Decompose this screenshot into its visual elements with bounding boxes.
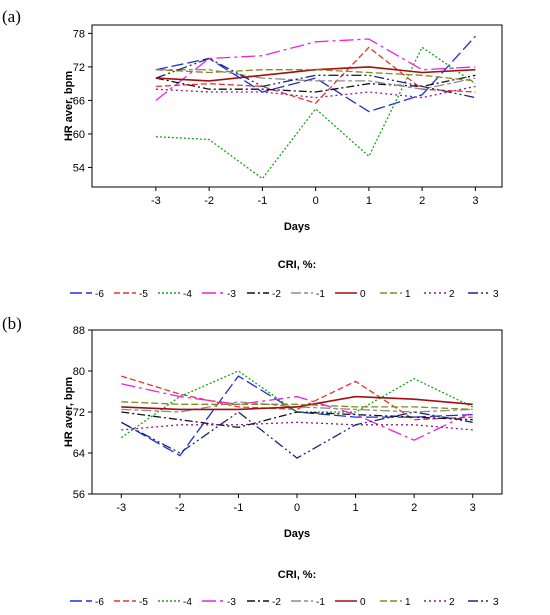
legend-title: CRI, %: xyxy=(278,259,317,271)
y-tick-label: 78 xyxy=(73,28,85,40)
x-tick-label: 2 xyxy=(411,502,417,514)
series-line-0 xyxy=(155,66,476,82)
x-tick-label: -3 xyxy=(116,502,126,514)
series-line-minus2 xyxy=(121,411,473,429)
legend-label-minus2: -2 xyxy=(272,289,281,300)
legend-label-3: 3 xyxy=(493,289,499,300)
y-tick-label: 80 xyxy=(73,366,85,378)
series-line-1 xyxy=(121,401,473,411)
x-tick-label: -1 xyxy=(234,502,244,514)
legend-label-minus3: -3 xyxy=(227,289,236,300)
x-axis-title: Days xyxy=(284,528,310,540)
series-line-minus6 xyxy=(120,375,473,457)
y-tick-label: 56 xyxy=(73,489,85,501)
y-axis-title: HR aver, bpm xyxy=(63,377,75,448)
panel-label: (a) xyxy=(2,7,21,26)
x-tick-label: 3 xyxy=(470,502,476,514)
x-tick-label: 1 xyxy=(366,195,372,207)
legend-label-minus1: -1 xyxy=(316,597,325,608)
x-tick-label: 1 xyxy=(353,502,359,514)
y-axis-title: HR aver, bpm xyxy=(63,71,75,142)
series-line-minus4 xyxy=(120,370,473,439)
legend-label-1: 1 xyxy=(405,597,411,608)
series-line-minus1 xyxy=(155,69,476,90)
series-line-2 xyxy=(121,421,473,431)
legend-label-minus6: -6 xyxy=(95,289,104,300)
series-line-3 xyxy=(155,57,476,99)
x-tick-label: 0 xyxy=(313,195,319,207)
series-line-minus6 xyxy=(155,35,476,113)
y-tick-label: 72 xyxy=(73,407,85,419)
legend-label-2: 2 xyxy=(449,289,455,300)
legend-label-minus2: -2 xyxy=(272,597,281,608)
chart-panel-b: (b) 56 64 72 80 88 -3 -2 -1 0 1 2 3 HR aver, bpm Days C… xyxy=(2,314,503,608)
y-tick-label: 72 xyxy=(73,62,85,74)
y-tick-label: 64 xyxy=(73,448,85,460)
series-line-minus4 xyxy=(155,46,476,180)
legend-label-minus6: -6 xyxy=(95,597,104,608)
legend-label-minus1: -1 xyxy=(316,289,325,300)
x-tick-label: -2 xyxy=(204,195,214,207)
series-line-1 xyxy=(155,69,476,82)
x-tick-label: 3 xyxy=(472,195,478,207)
legend-label-minus5: -5 xyxy=(139,289,148,300)
series-line-0 xyxy=(121,395,473,411)
plot-frame xyxy=(91,24,503,188)
y-tick-label: 54 xyxy=(73,162,85,174)
legend-label-minus5: -5 xyxy=(139,597,148,608)
legend-label-0: 0 xyxy=(360,289,366,300)
legend-label-minus3: -3 xyxy=(227,597,236,608)
series-line-minus3 xyxy=(155,38,476,101)
series-line-2 xyxy=(155,85,476,99)
legend-label-minus4: -4 xyxy=(183,597,192,608)
chart-panel-a: (a) 54 60 66 72 78 -3 -2 -1 0 1 2 3 HR aver, bpm Days C… xyxy=(2,7,503,300)
legend-label-0: 0 xyxy=(360,597,366,608)
panel-label: (b) xyxy=(2,314,22,333)
x-tick-label: -2 xyxy=(175,502,185,514)
x-tick-label: -3 xyxy=(151,195,161,207)
series-line-3 xyxy=(120,411,473,459)
legend-label-1: 1 xyxy=(405,289,411,300)
legend-title: CRI, %: xyxy=(278,569,317,581)
x-tick-label: 0 xyxy=(294,502,300,514)
legend-label-2: 2 xyxy=(449,597,455,608)
legend-label-3: 3 xyxy=(493,597,499,608)
series-line-minus3 xyxy=(121,383,473,441)
y-tick-label: 66 xyxy=(73,95,85,107)
x-axis-title: Days xyxy=(284,221,310,233)
legend-label-minus4: -4 xyxy=(183,289,192,300)
y-tick-label: 88 xyxy=(73,325,85,337)
y-tick-label: 60 xyxy=(73,129,85,141)
x-tick-label: -1 xyxy=(257,195,267,207)
x-tick-label: 2 xyxy=(419,195,425,207)
